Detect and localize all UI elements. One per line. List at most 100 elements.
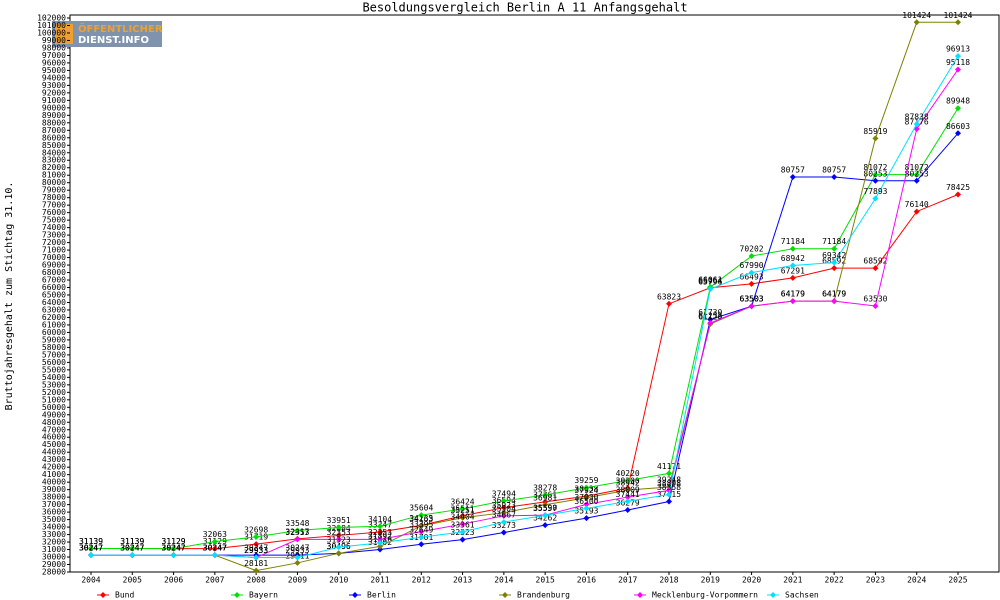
point [542,501,549,508]
y-tick-label: 46000 [42,433,66,442]
point [294,536,301,543]
y-tick-label: 47000 [42,425,66,434]
point [624,487,631,494]
data-label: 38278 [533,484,557,493]
point [913,208,920,215]
data-label: 67990 [740,261,764,270]
data-label: 34104 [368,515,392,524]
y-tick-label: 98000 [42,43,66,52]
point [872,265,879,272]
data-label: 30247 [244,544,268,553]
data-label: 71184 [822,237,846,246]
data-label: 64179 [781,290,805,299]
data-label: 80253 [863,169,887,178]
x-tick-label: 2004 [81,576,100,585]
point [500,504,507,511]
point [666,470,672,477]
y-tick-label: 86000 [42,133,66,142]
legend-marker [234,592,240,598]
point [831,259,838,266]
data-label: 30247 [285,544,309,553]
y-tick-label: 99000 [42,36,66,45]
y-tick-label: 44000 [42,448,66,457]
data-label: 64179 [822,290,846,299]
y-tick-label: 53000 [42,380,66,389]
y-tick-label: 63000 [42,305,66,314]
y-tick-label: 62000 [42,313,66,322]
y-tick-label: 37000 [42,500,66,509]
y-tick-label: 67000 [42,276,66,285]
data-label: 38009 [616,486,640,495]
point [831,245,838,252]
point [418,522,425,529]
data-label: 80253 [905,169,929,178]
point [872,135,879,142]
point [170,545,177,552]
series-line [91,69,959,559]
point [459,536,466,543]
x-tick-label: 2019 [701,576,720,585]
data-label: 67291 [781,266,805,275]
y-tick-label: 29000 [42,560,66,569]
data-label: 65796 [698,278,722,287]
y-tick-label: 48000 [42,418,66,427]
legend-marker [770,592,776,598]
data-label: 78425 [946,183,970,192]
data-label: 30247 [120,544,144,553]
point [872,177,879,184]
plot-frame [69,14,1000,573]
data-label: 34235 [409,514,433,523]
y-tick-label: 56000 [42,358,66,367]
point [377,543,383,550]
point [459,505,466,512]
y-tick-label: 58000 [42,343,66,352]
point [500,512,507,519]
data-label: 61730 [698,308,722,317]
data-label: 61120 [698,313,722,322]
data-label: 87838 [905,113,929,122]
legend-label: Brandenburg [517,591,570,600]
y-tick-label: 49000 [42,410,66,419]
series-line [91,194,959,550]
data-label: 34404 [451,513,475,522]
point [872,195,879,202]
data-label: 30247 [120,544,144,553]
point [955,105,961,112]
point [748,269,755,276]
x-tick-label: 2013 [453,576,472,585]
point [707,316,714,323]
point [789,274,796,281]
point [459,514,466,521]
chart-title: Besoldungsvergleich Berlin A 11 Anfangsg… [362,1,687,15]
point [789,245,796,252]
point [583,494,590,501]
y-tick-label: 36000 [42,508,66,517]
data-label: 33395 [409,520,433,529]
legend-marker [637,592,643,598]
point [624,494,631,501]
y-tick-label: 71000 [42,246,66,255]
point [955,130,961,137]
y-tick-label: 92000 [42,88,66,97]
x-tick-label: 2020 [742,576,761,585]
y-tick-label: 68000 [42,268,66,277]
point [913,171,920,178]
legend-marker [502,592,508,598]
data-label: 101424 [944,11,973,20]
legend-marker [100,592,106,598]
point [913,177,920,184]
point [789,174,796,181]
y-tick-label: 69000 [42,261,66,270]
y-tick-label: 90000 [42,103,66,112]
x-tick-label: 2014 [494,576,513,585]
point [789,298,796,305]
data-label: 65964 [698,276,722,285]
data-label: 32063 [203,530,227,539]
point [294,527,301,534]
y-tick-label: 55000 [42,365,66,374]
data-label: 33951 [327,516,351,525]
data-label: 86603 [946,122,970,131]
data-label: 63503 [740,295,764,304]
data-label: 80757 [822,166,846,175]
